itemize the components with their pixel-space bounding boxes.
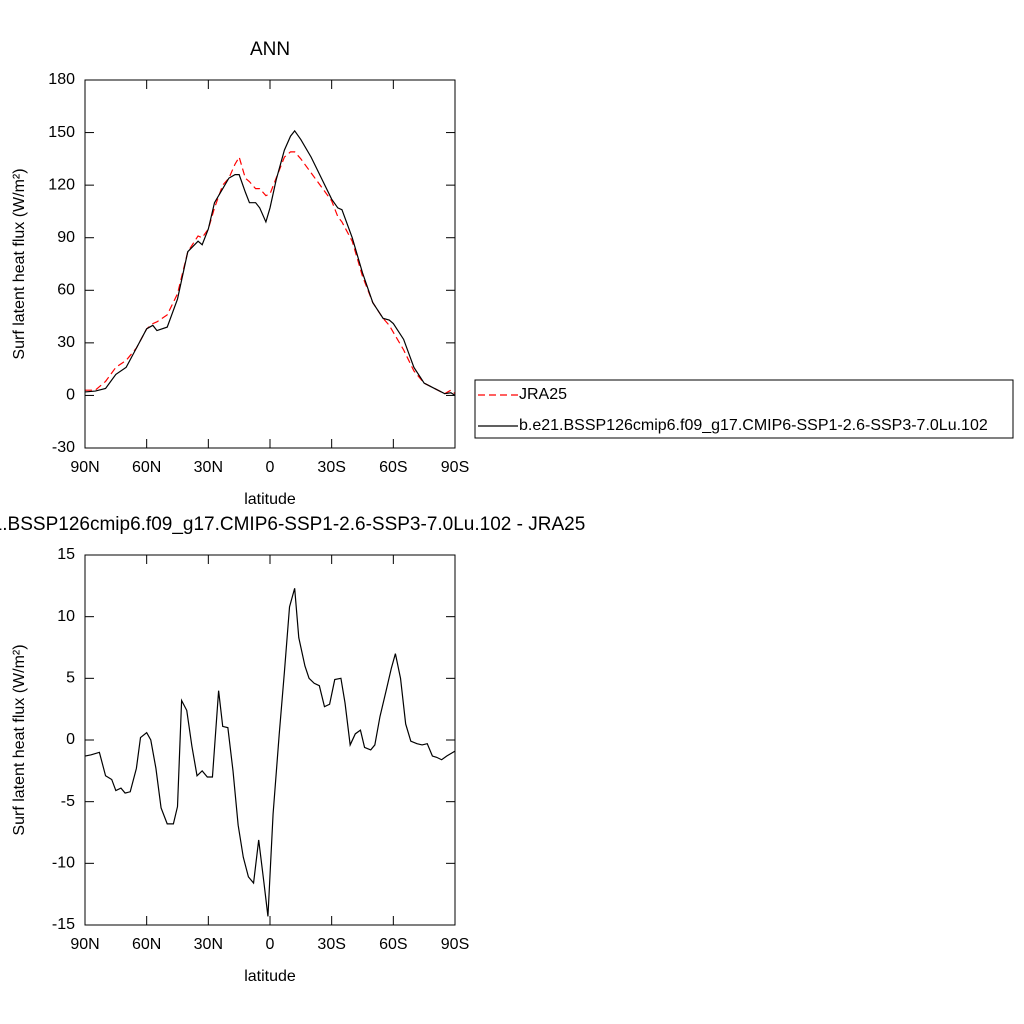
y-tick-label: -30 xyxy=(52,439,75,456)
plot-frame xyxy=(84,554,456,926)
y-axis-label: Surf latent heat flux (W/m²) xyxy=(11,644,28,835)
x-tick-label: 60N xyxy=(132,459,161,476)
x-axis-label: latitude xyxy=(244,968,296,985)
x-tick-label: 60S xyxy=(379,459,407,476)
y-tick-label: 5 xyxy=(66,670,75,687)
y-tick-label: 10 xyxy=(57,608,75,625)
x-tick-label: 0 xyxy=(266,459,275,476)
x-axis-label: latitude xyxy=(244,491,296,508)
x-tick-label: 30N xyxy=(194,459,223,476)
line-series xyxy=(84,588,456,917)
x-tick-label: 60S xyxy=(379,936,407,953)
y-tick-label: 15 xyxy=(57,546,75,563)
legend-label: JRA25 xyxy=(519,386,567,403)
legend-label: b.e21.BSSP126cmip6.f09_g17.CMIP6-SSP1-2.… xyxy=(519,417,988,434)
x-tick-label: 90S xyxy=(441,459,469,476)
y-tick-label: 90 xyxy=(57,229,75,246)
y-tick-label: -10 xyxy=(52,855,75,872)
x-tick-label: 90N xyxy=(70,936,99,953)
y-tick-label: -15 xyxy=(52,916,75,933)
y-tick-label: 0 xyxy=(66,387,75,404)
y-tick-label: 60 xyxy=(57,282,75,299)
y-tick-label: 120 xyxy=(48,176,75,193)
x-tick-label: 60N xyxy=(132,936,161,953)
y-tick-label: 0 xyxy=(66,731,75,748)
x-tick-label: 90N xyxy=(70,459,99,476)
x-tick-label: 90S xyxy=(441,936,469,953)
line-series xyxy=(84,129,456,396)
x-tick-label: 30S xyxy=(317,936,345,953)
line-series xyxy=(85,151,456,395)
chart-title: b.e21.BSSP126cmip6.f09_g17.CMIP6-SSP1-2.… xyxy=(0,514,585,535)
y-tick-label: -5 xyxy=(61,793,75,810)
x-tick-label: 0 xyxy=(266,936,275,953)
y-axis-label: Surf latent heat flux (W/m²) xyxy=(11,168,28,359)
y-tick-label: 150 xyxy=(48,124,75,141)
chart-title: ANN xyxy=(250,39,290,60)
y-tick-label: 30 xyxy=(57,334,75,351)
plot-frame xyxy=(84,79,456,449)
legend-box xyxy=(474,379,1014,439)
y-tick-label: 180 xyxy=(48,71,75,88)
x-tick-label: 30S xyxy=(317,459,345,476)
x-tick-label: 30N xyxy=(194,936,223,953)
